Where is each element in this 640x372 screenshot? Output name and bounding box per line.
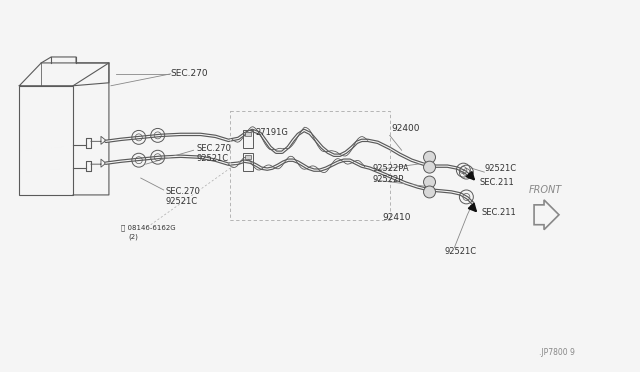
Text: SEC.270: SEC.270 xyxy=(166,187,200,196)
Bar xyxy=(243,153,253,171)
Text: (2): (2) xyxy=(129,234,139,240)
Text: SEC.270: SEC.270 xyxy=(171,69,208,78)
Text: .JP7800 9: .JP7800 9 xyxy=(539,348,575,357)
Text: FRONT: FRONT xyxy=(529,185,563,195)
Text: 92522PA: 92522PA xyxy=(372,164,410,173)
Text: 92521C: 92521C xyxy=(196,154,228,163)
Text: 92410: 92410 xyxy=(383,213,412,222)
Circle shape xyxy=(424,161,435,173)
Circle shape xyxy=(424,151,435,163)
Text: 92521C: 92521C xyxy=(444,247,477,256)
Text: SEC.211: SEC.211 xyxy=(481,208,516,217)
Text: 92521C: 92521C xyxy=(166,198,198,206)
Bar xyxy=(243,131,253,148)
Text: 92521C: 92521C xyxy=(484,164,516,173)
Circle shape xyxy=(424,186,435,198)
Bar xyxy=(245,155,252,159)
Text: SEC.270: SEC.270 xyxy=(196,144,232,153)
Text: 92522P: 92522P xyxy=(372,174,404,183)
Text: 92400: 92400 xyxy=(392,124,420,133)
Text: 27191G: 27191G xyxy=(255,128,288,137)
Text: SEC.211: SEC.211 xyxy=(479,177,514,186)
Circle shape xyxy=(424,176,435,188)
Bar xyxy=(245,132,252,137)
Text: Ⓑ 08146-6162G: Ⓑ 08146-6162G xyxy=(121,225,175,231)
